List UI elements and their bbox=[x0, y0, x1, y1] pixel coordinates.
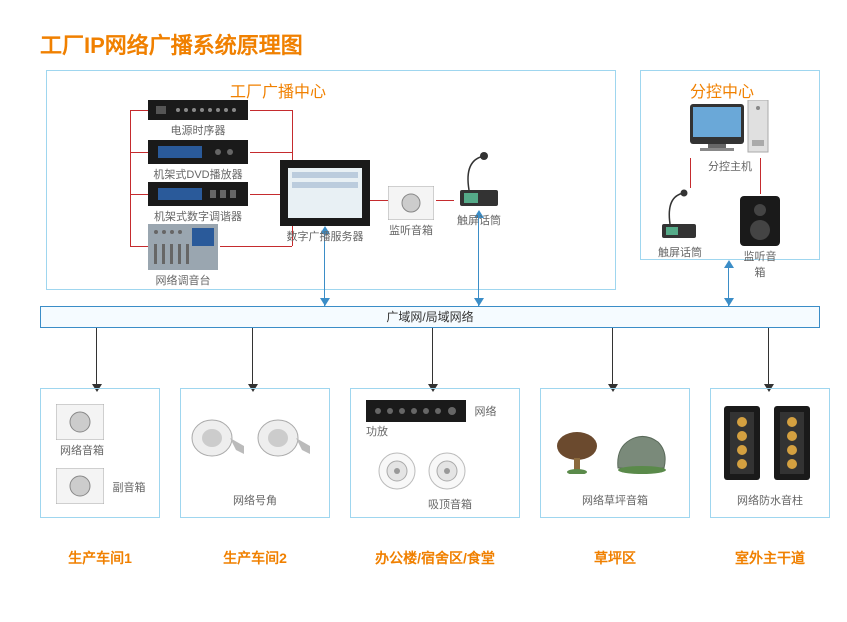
signal-line bbox=[130, 110, 131, 246]
zone-label: 生产车间2 bbox=[180, 548, 330, 568]
drop-line bbox=[768, 328, 769, 388]
zone-label: 室外主干道 bbox=[710, 548, 830, 568]
device-amplifier: 网络功放 bbox=[366, 400, 506, 440]
zone-label: 草坪区 bbox=[540, 548, 690, 568]
device-label: 触屏话筒 bbox=[658, 244, 702, 260]
device-label: 机架式数字调谐器 bbox=[148, 208, 248, 224]
device-label: 电源时序器 bbox=[148, 122, 248, 138]
drop-line bbox=[96, 328, 97, 388]
device-horn bbox=[256, 416, 316, 462]
device-center-mic: 触屏话筒 bbox=[454, 150, 504, 228]
device-label: 网络防水音柱 bbox=[710, 492, 830, 508]
device-sub-mic: 触屏话筒 bbox=[658, 188, 702, 260]
device-label: 网络调音台 bbox=[148, 272, 218, 288]
device-tuner: 机架式数字调谐器 bbox=[148, 182, 248, 224]
device-label: 机架式DVD播放器 bbox=[148, 166, 248, 182]
region-sub-center-label: 分控中心 bbox=[690, 78, 754, 102]
drop-line bbox=[432, 328, 433, 388]
network-bar: 广域网/局域网络 bbox=[40, 306, 820, 328]
zone-label: 办公楼/宿舍区/食堂 bbox=[350, 548, 520, 568]
device-column-speaker bbox=[724, 406, 760, 480]
arrow-icon bbox=[474, 298, 484, 306]
device-label: 分控主机 bbox=[690, 158, 770, 174]
signal-line bbox=[130, 194, 148, 195]
arrow-icon bbox=[320, 298, 330, 306]
page-title: 工厂IP网络广播系统原理图 bbox=[40, 28, 303, 60]
device-label: 网络号角 bbox=[180, 492, 330, 508]
zone-label: 生产车间1 bbox=[40, 548, 160, 568]
device-column-speaker bbox=[774, 406, 810, 480]
device-sub-speaker: 监听音箱 bbox=[740, 196, 780, 280]
device-label: 监听音箱 bbox=[740, 248, 780, 280]
device-label: 副音箱 bbox=[112, 479, 145, 495]
signal-line bbox=[436, 200, 454, 201]
device-label: 网络草坪音箱 bbox=[540, 492, 690, 508]
drop-line bbox=[252, 328, 253, 388]
drop-line bbox=[612, 328, 613, 388]
device-mixer: 网络调音台 bbox=[148, 224, 218, 288]
device-horn bbox=[190, 416, 250, 462]
signal-line bbox=[130, 110, 148, 111]
device-label: 网络音箱 bbox=[60, 442, 104, 458]
device-dvd-player: 机架式DVD播放器 bbox=[148, 140, 248, 182]
device-power-sequencer: 电源时序器 bbox=[148, 100, 248, 138]
device-lawn-rock bbox=[614, 428, 670, 474]
device-aux-speaker: 副音箱 bbox=[56, 468, 146, 504]
signal-line bbox=[130, 152, 148, 153]
arrow-icon bbox=[724, 260, 734, 268]
device-sub-host: 分控主机 bbox=[690, 100, 770, 174]
device-label: 数字广播服务器 bbox=[280, 228, 370, 244]
signal-line bbox=[250, 152, 292, 153]
signal-line bbox=[130, 246, 148, 247]
device-monitor-speaker: 监听音箱 bbox=[388, 186, 434, 238]
device-ceiling-speaker bbox=[428, 452, 466, 490]
device-label: 监听音箱 bbox=[388, 222, 434, 238]
signal-line bbox=[220, 246, 292, 247]
device-label: 吸顶音箱 bbox=[428, 496, 498, 512]
device-label: 触屏话筒 bbox=[454, 212, 504, 228]
device-server: 数字广播服务器 bbox=[280, 160, 370, 244]
device-lawn-sign bbox=[554, 428, 600, 474]
region-broadcast-center-label: 工厂广播中心 bbox=[230, 78, 326, 102]
signal-line bbox=[250, 110, 292, 111]
network-bar-label: 广域网/局域网络 bbox=[386, 310, 473, 324]
arrow-icon bbox=[724, 298, 734, 306]
device-net-speaker: 网络音箱 bbox=[56, 404, 146, 458]
signal-line bbox=[370, 200, 388, 201]
device-ceiling-speaker bbox=[378, 452, 416, 490]
